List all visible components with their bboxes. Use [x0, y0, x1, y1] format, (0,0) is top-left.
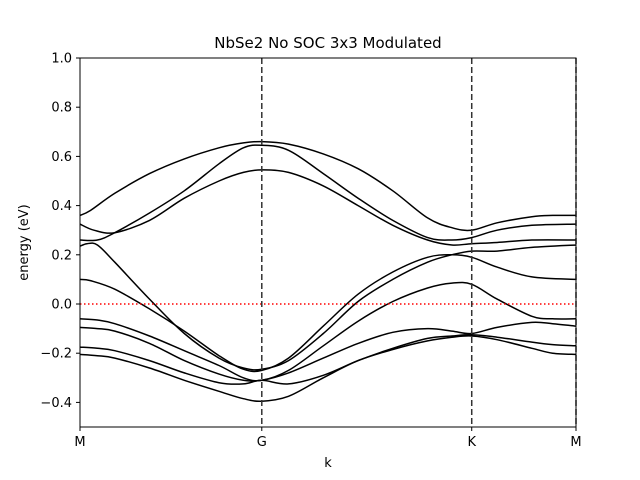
y-tick-label: 1.0 [51, 52, 72, 67]
y-axis: −0.4 −0.2 0.0 0.2 0.4 0.6 0.8 1.0 [40, 52, 80, 411]
y-tick-label: 0.6 [51, 150, 72, 165]
x-axis-title: k [324, 456, 332, 471]
band-line-5 [79, 254, 577, 373]
plot-frame [79, 57, 577, 428]
band-line-8 [79, 333, 577, 385]
x-tick-label: G [257, 435, 267, 450]
band-line-9 [79, 335, 577, 403]
y-tick-label: 0.4 [51, 199, 72, 214]
band-line-1 [79, 140, 577, 232]
y-tick-label: −0.2 [40, 347, 72, 362]
band-line-6 [79, 281, 577, 382]
y-tick-label: 0.8 [51, 101, 72, 116]
band-line-7 [79, 321, 577, 382]
y-tick-label: 0.2 [51, 248, 72, 263]
band-line-2 [79, 144, 577, 242]
plot-area [79, 58, 577, 427]
y-axis-title: energy (eV) [17, 204, 32, 280]
y-tick-label: −0.4 [40, 396, 72, 411]
chart-title: NbSe2 No SOC 3x3 Modulated [214, 34, 441, 52]
y-tick-label: 0.0 [51, 298, 72, 313]
x-tick-label: M [570, 435, 581, 450]
band-line-3 [79, 169, 577, 246]
x-tick-label: M [74, 435, 85, 450]
x-tick-label: K [467, 435, 476, 450]
